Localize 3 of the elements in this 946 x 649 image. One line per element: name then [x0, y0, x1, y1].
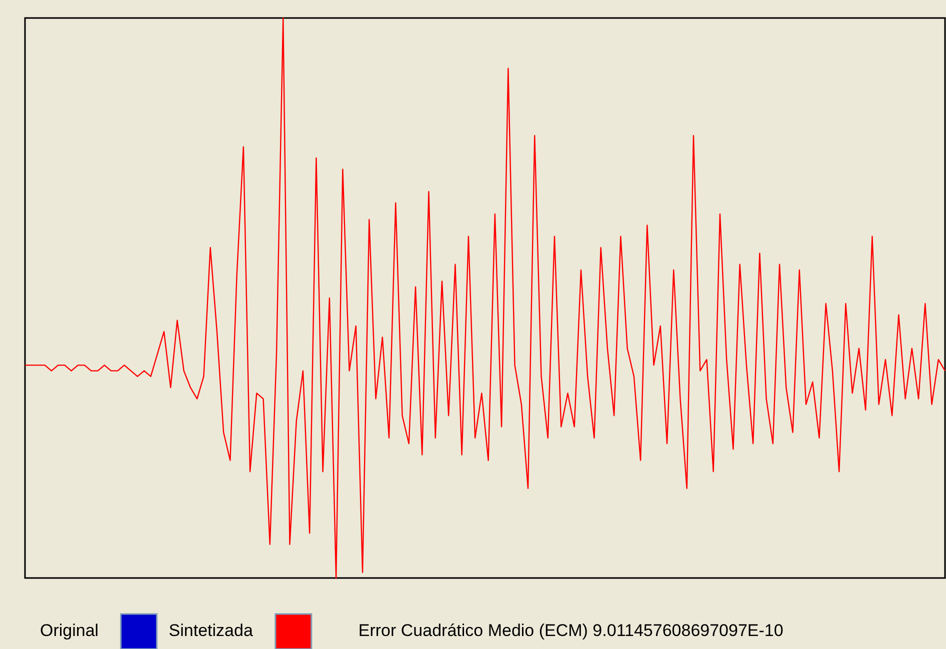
- text: Error Cuadrático Medio (ECM) 9.011457608697097E-10: [358, 621, 784, 640]
- legend-label: Original: [40, 621, 99, 640]
- legend-label: Sintetizada: [168, 621, 254, 640]
